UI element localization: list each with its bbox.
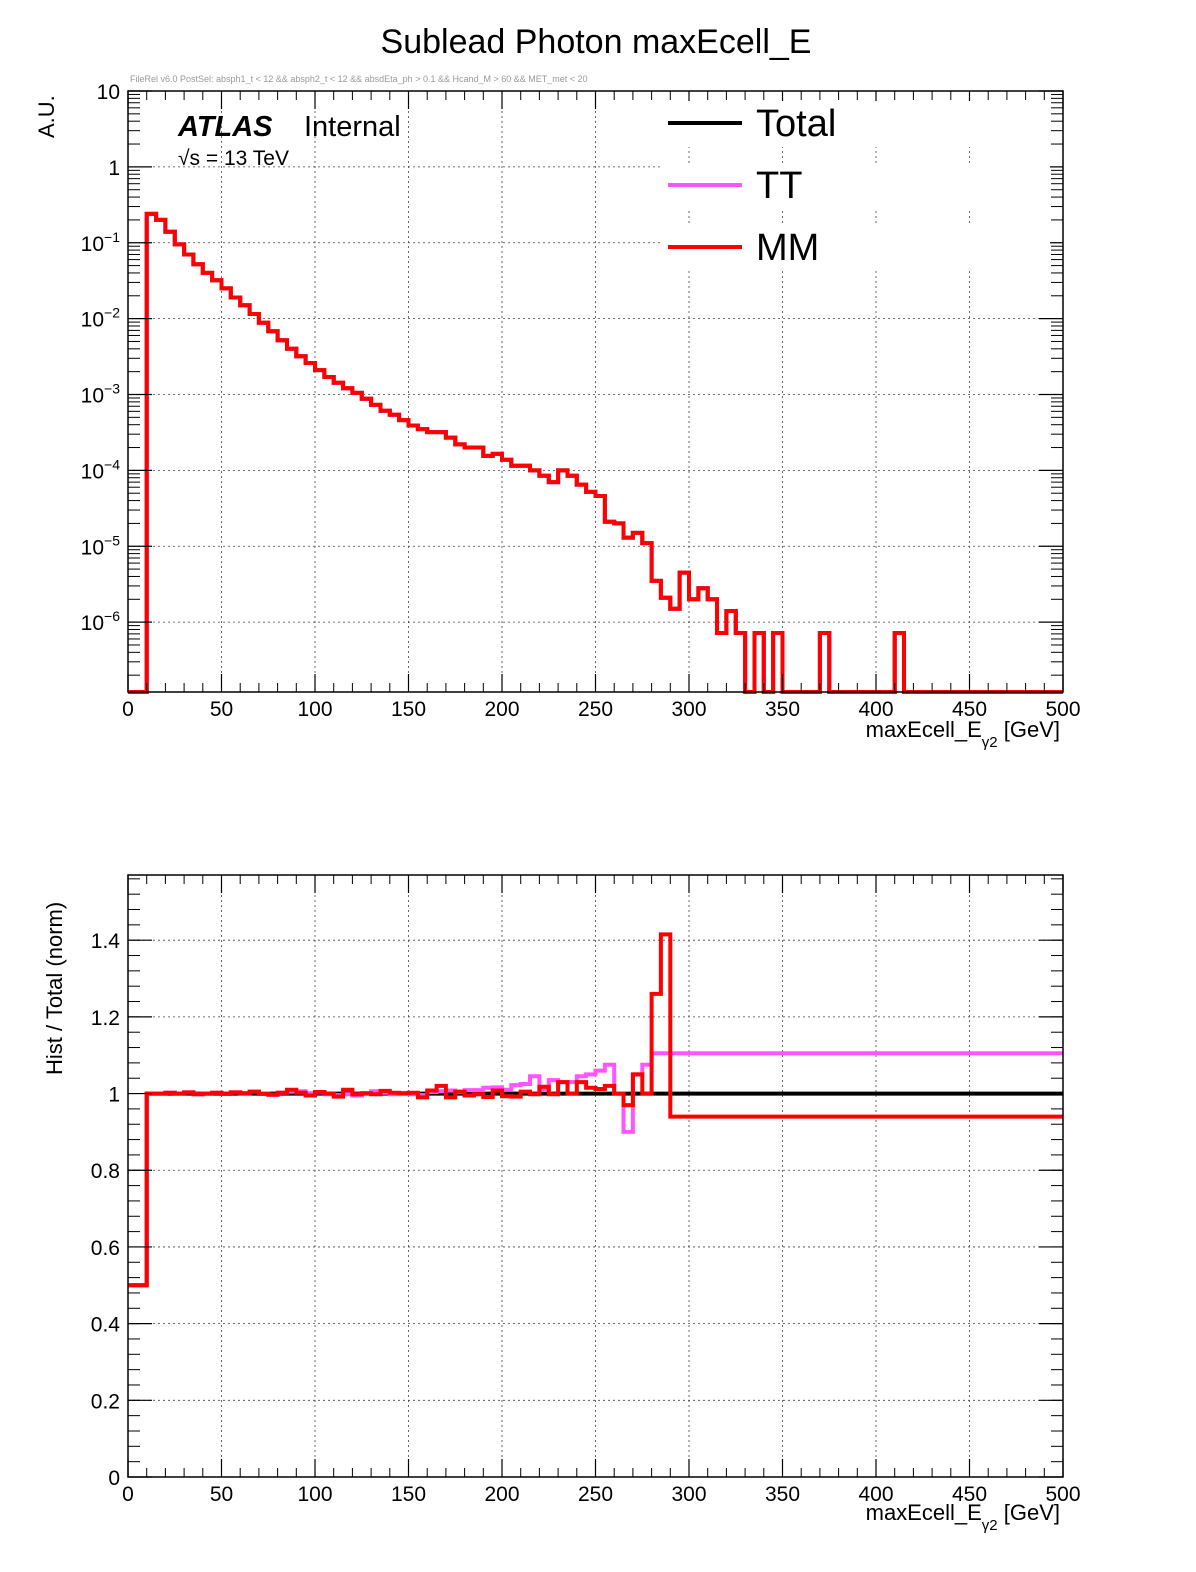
x-tick-label: 250 <box>578 1483 613 1506</box>
legend: Total TT MM <box>660 101 1050 271</box>
top-cut-string: FileRel v6.0 PostSel: absph1_t < 12 && a… <box>130 74 588 84</box>
y-tick-label: 1 <box>108 157 120 180</box>
legend-label-mm: MM <box>756 227 819 269</box>
top-panel: 0 50 100 150 200 250 300 350 400 450 500 10110−110… <box>34 74 1081 751</box>
bottom-series <box>128 932 1063 1288</box>
x-tick-label: 50 <box>210 1483 233 1506</box>
y-tick-label: 0.2 <box>91 1390 120 1413</box>
x-tick-label: 300 <box>671 698 706 721</box>
x-tick-label: 150 <box>391 698 426 721</box>
x-tick-label: 50 <box>210 698 233 721</box>
y-tick-label: 1.4 <box>91 930 121 953</box>
bottom-y-axis-label: Hist / Total (norm) <box>42 902 67 1075</box>
y-tick-label: 10−5 <box>81 532 121 559</box>
y-tick-label: 0 <box>108 1467 120 1490</box>
top-series <box>128 211 1063 694</box>
bottom-panel: 0 50 100 150 200 250 300 350 400 450 500 0 0.2 0.4 0.… <box>42 874 1081 1534</box>
x-tick-label: 200 <box>484 698 519 721</box>
x-tick-label: 150 <box>391 1483 426 1506</box>
bottom-y-tick-labels: 0 0.2 0.4 0.6 0.8 1 1.2 1.4 <box>91 930 121 1490</box>
x-tick-label: 350 <box>765 1483 800 1506</box>
x-tick-label: 450 <box>952 1483 987 1506</box>
y-tick-label: 10 <box>97 81 120 104</box>
series-line-mm <box>128 211 1063 694</box>
top-y-axis-label: A.U. <box>34 95 59 138</box>
series-line-mm <box>128 932 1063 1288</box>
bottom-grid <box>128 875 1063 1477</box>
y-tick-label: 10−4 <box>81 456 121 483</box>
x-tick-label: 0 <box>122 1483 134 1506</box>
top-x-tick-labels: 0 50 100 150 200 250 300 350 400 450 500 <box>122 698 1080 721</box>
x-tick-label: 100 <box>297 1483 332 1506</box>
x-tick-label: 250 <box>578 698 613 721</box>
x-tick-label: 0 <box>122 698 134 721</box>
y-tick-label: 1.2 <box>91 1007 120 1030</box>
y-tick-label: 10−2 <box>81 305 121 332</box>
x-tick-label: 350 <box>765 698 800 721</box>
x-tick-label: 100 <box>297 698 332 721</box>
bottom-x-axis-label: maxEcell_Eγ2 [GeV] <box>866 1500 1060 1534</box>
x-tick-label: 300 <box>671 1483 706 1506</box>
atlas-status: Internal <box>304 111 401 143</box>
y-tick-label: 0.6 <box>91 1237 120 1260</box>
x-tick-label: 500 <box>1045 698 1080 721</box>
y-tick-label: 10−1 <box>81 229 121 256</box>
y-tick-label: 0.8 <box>91 1160 120 1183</box>
x-tick-label: 500 <box>1045 1483 1080 1506</box>
x-tick-label: 400 <box>858 1483 893 1506</box>
y-tick-label: 0.4 <box>91 1314 121 1337</box>
x-tick-label: 400 <box>858 698 893 721</box>
top-ticks <box>127 90 1064 692</box>
y-tick-label: 1 <box>108 1084 120 1107</box>
atlas-label: ATLAS <box>177 111 273 143</box>
bottom-ticks <box>127 875 1064 1478</box>
bottom-x-tick-labels: 0 50 100 150 200 250 300 350 400 450 500 <box>122 1483 1080 1506</box>
legend-label-total: Total <box>756 103 836 145</box>
x-tick-label: 450 <box>952 698 987 721</box>
y-tick-label: 10−3 <box>81 381 121 408</box>
top-y-tick-labels: 10 1 10−1 10−2 10−3 10−4 10−5 10−6 <box>81 81 121 635</box>
y-tick-label: 10−6 <box>81 608 121 635</box>
legend-label-tt: TT <box>756 165 802 207</box>
energy-label: √s = 13 TeV <box>178 147 289 170</box>
top-x-axis-label: maxEcell_Eγ2 [GeV] <box>866 717 1060 751</box>
plot-title: Sublead Photon maxEcell_E <box>381 23 812 61</box>
x-tick-label: 200 <box>484 1483 519 1506</box>
